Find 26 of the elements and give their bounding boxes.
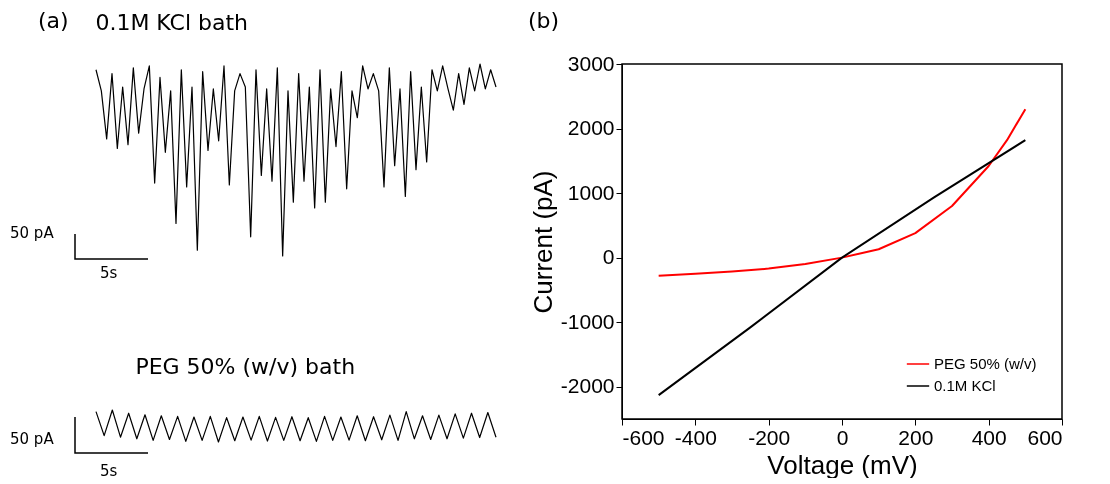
- legend-label: PEG 50% (w/v): [934, 355, 1037, 372]
- chart-title: 0.1M KCl bath: [95, 10, 249, 36]
- legend-label: 0.1M KCl: [934, 377, 996, 394]
- y-tick-label: 2000: [567, 116, 615, 140]
- chart-title: PEG 50% (w/v) bath: [135, 354, 356, 380]
- x-axis-title: Voltage (mV): [767, 449, 918, 480]
- chart-title: (b): [528, 8, 560, 33]
- x-tick-label: 0: [836, 425, 849, 449]
- x-tick-label: 400: [971, 425, 1007, 449]
- y-tick-label: 3000: [567, 51, 615, 75]
- x-tick-label: 200: [898, 425, 934, 449]
- y-tick-label: -1000: [560, 309, 615, 333]
- y-tick-label: -2000: [560, 374, 615, 398]
- text: 5s: [100, 264, 118, 282]
- text: 5s: [100, 462, 118, 480]
- x-tick-label: -600: [622, 425, 665, 449]
- x-tick-label: -200: [748, 425, 791, 449]
- y-tick-label: 0: [602, 245, 615, 269]
- line-series: [657, 108, 1027, 277]
- x-tick-label: 600: [1027, 425, 1063, 449]
- text: (a): [38, 8, 69, 33]
- y-axis-title: Current (pA): [527, 170, 558, 314]
- y-tick-label: 1000: [567, 180, 615, 204]
- text: 50 pA: [10, 224, 54, 242]
- x-tick-label: -400: [674, 425, 717, 449]
- text: 50 pA: [10, 430, 54, 448]
